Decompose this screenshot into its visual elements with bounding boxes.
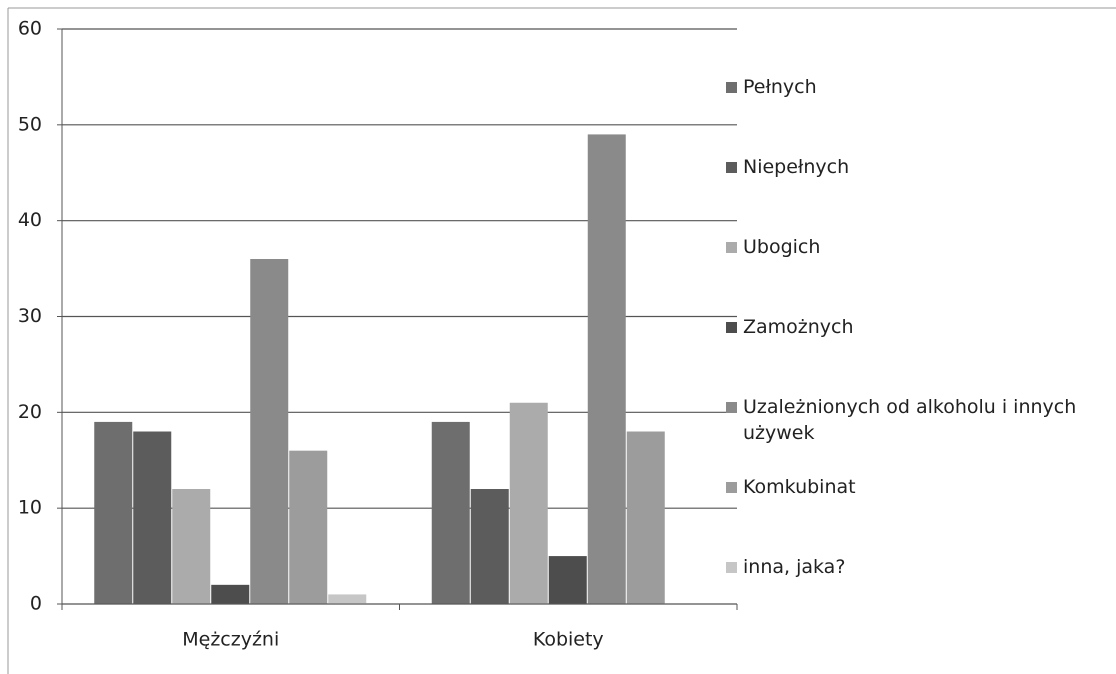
legend-swatch (726, 162, 737, 173)
legend-label: Pełnych (743, 76, 817, 98)
legend-swatch (726, 562, 737, 573)
legend-label: Uzależnionych od alkoholu i innych używe… (743, 396, 1077, 444)
bar (133, 431, 172, 604)
legend-swatch (726, 482, 737, 493)
y-tick-label: 20 (18, 401, 42, 423)
bar (211, 584, 250, 604)
bar (548, 556, 587, 604)
bar (509, 402, 548, 604)
legend-item: Zamożnych (722, 314, 854, 340)
bar (289, 450, 328, 604)
legend-item: Uzależnionych od alkoholu i innych używe… (722, 394, 1112, 446)
legend-label: inna, jaka? (743, 556, 846, 578)
legend-item: inna, jaka? (722, 554, 845, 580)
bar (431, 421, 470, 604)
legend-item: Ubogich (722, 234, 820, 260)
legend-swatch (726, 402, 737, 413)
bar (626, 431, 665, 604)
legend-swatch (726, 322, 737, 333)
legend-item: Niepełnych (722, 154, 849, 180)
y-tick-label: 40 (18, 209, 42, 231)
legend-item: Pełnych (722, 74, 817, 100)
y-tick-label: 0 (30, 593, 42, 615)
bar (94, 421, 133, 604)
legend-label: Niepełnych (743, 156, 850, 178)
bar (250, 259, 289, 604)
bar (172, 489, 211, 604)
y-tick-label: 50 (18, 113, 42, 135)
legend-swatch (726, 82, 737, 93)
legend-swatch (726, 242, 737, 253)
bar (587, 134, 626, 604)
x-tick-label: Kobiety (533, 629, 604, 651)
legend-label: Ubogich (743, 236, 821, 258)
bar (470, 489, 509, 604)
legend-label: Komkubinat (743, 476, 856, 498)
y-tick-label: 30 (18, 305, 42, 327)
y-tick-label: 10 (18, 497, 42, 519)
x-tick-label: Mężczyźni (182, 629, 279, 651)
y-tick-label: 60 (18, 18, 42, 40)
legend-item: Komkubinat (722, 474, 856, 500)
bar (328, 594, 367, 604)
legend-label: Zamożnych (743, 316, 854, 338)
